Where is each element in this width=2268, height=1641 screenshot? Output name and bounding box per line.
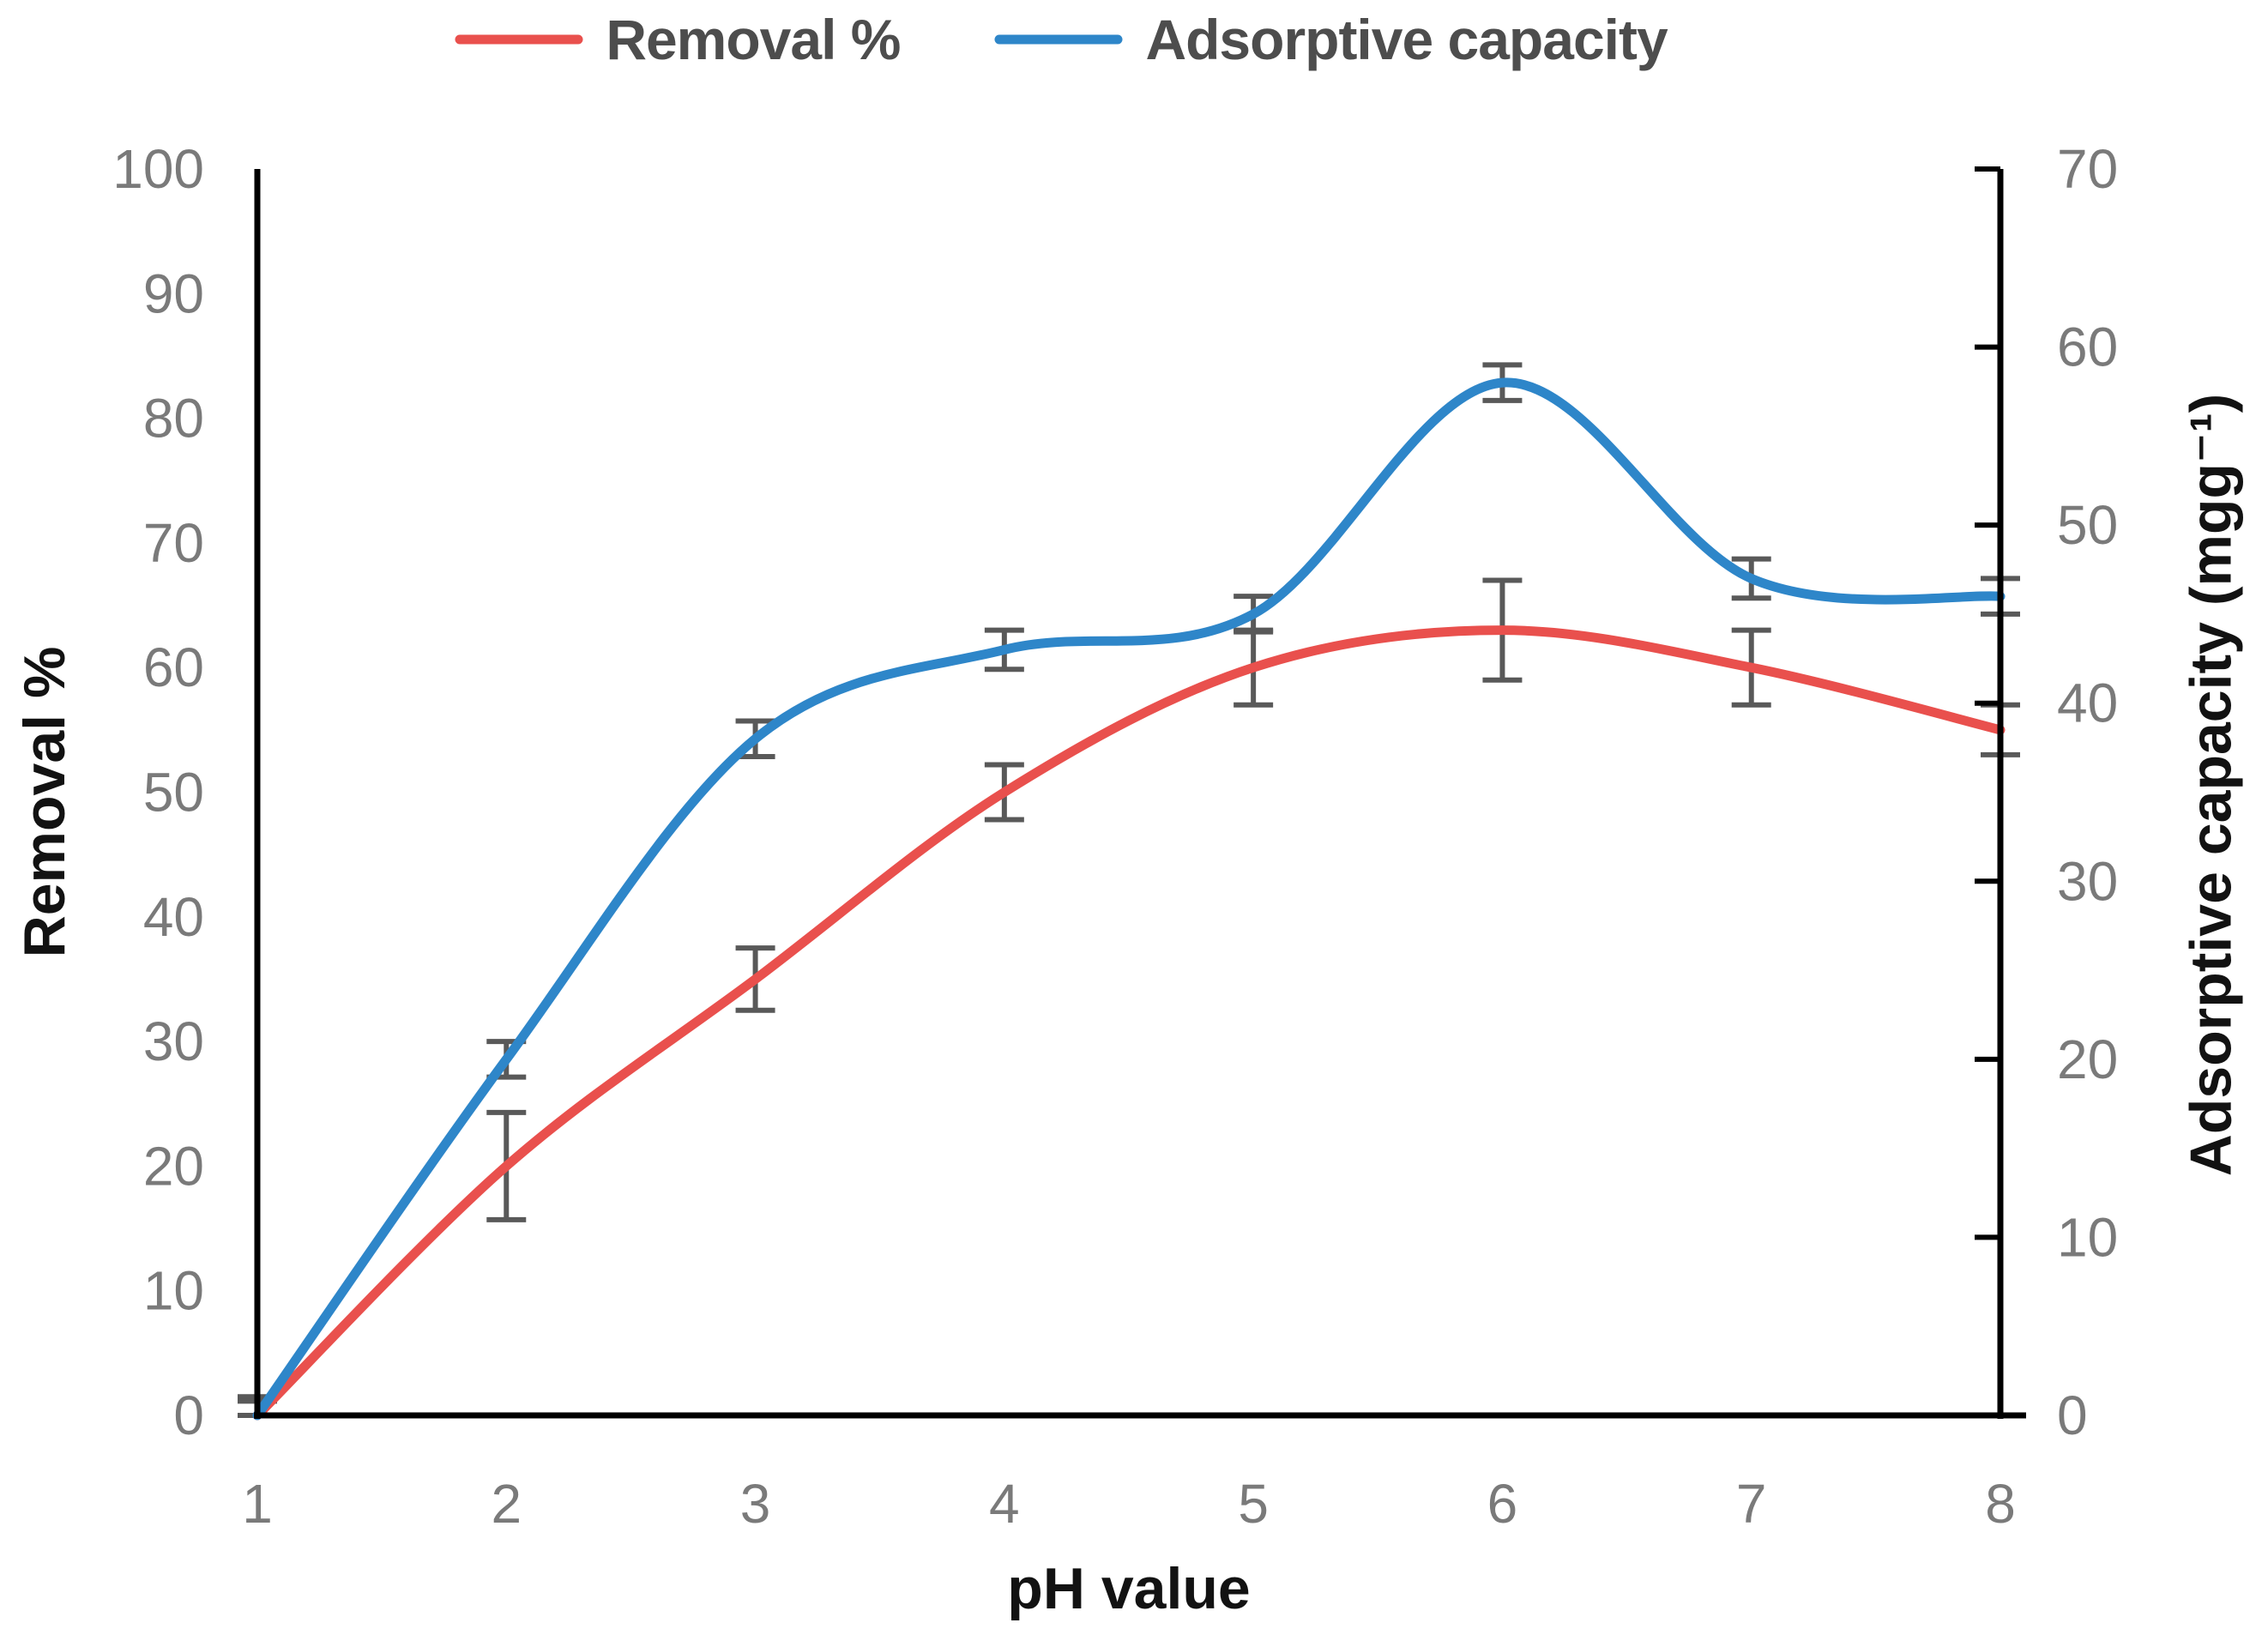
legend-item-capacity: Adsorptive capacity xyxy=(994,7,1668,72)
x-axis-tick-label: 8 xyxy=(1985,1473,2016,1535)
left-axis-tick-label: 80 xyxy=(143,388,204,449)
right-axis-tick-label: 40 xyxy=(2057,673,2118,734)
right-axis-tick-label: 0 xyxy=(2057,1385,2088,1446)
x-axis-tick-label: 2 xyxy=(491,1473,522,1535)
left-axis-tick-label: 100 xyxy=(112,138,204,200)
left-axis-tick-label: 30 xyxy=(143,1011,204,1072)
right-axis-tick-label: 20 xyxy=(2057,1029,2118,1090)
series-line-removal xyxy=(252,625,2006,1421)
chart-legend: Removal % Adsorptive capacity xyxy=(0,7,2268,72)
left-axis-tick-label: 10 xyxy=(143,1260,204,1322)
legend-item-removal: Removal % xyxy=(455,7,901,72)
left-axis-tick-label: 0 xyxy=(173,1385,204,1446)
right-axis-tick-label: 10 xyxy=(2057,1206,2118,1268)
left-axis-tick-label: 40 xyxy=(143,886,204,948)
right-axis-tick-label: 60 xyxy=(2057,317,2118,378)
x-axis-title: pH value xyxy=(1007,1556,1251,1621)
legend-label-capacity: Adsorptive capacity xyxy=(1145,8,1668,71)
left-axis-tick-label: 70 xyxy=(143,512,204,574)
legend-line-removal-icon xyxy=(455,34,583,45)
left-axis-tick-label: 50 xyxy=(143,762,204,824)
left-axis-tick-label: 90 xyxy=(143,262,204,324)
left-axis-tick-label: 60 xyxy=(143,636,204,698)
right-axis-tick-label: 70 xyxy=(2057,138,2118,200)
x-axis-tick-label: 6 xyxy=(1487,1473,1518,1535)
x-axis-tick-label: 1 xyxy=(242,1473,273,1535)
right-axis-tick-label: 50 xyxy=(2057,494,2118,556)
x-axis-tick-label: 3 xyxy=(740,1473,771,1535)
x-axis-tick-label: 5 xyxy=(1238,1473,1269,1535)
legend-line-capacity-icon xyxy=(994,34,1123,45)
legend-label-removal: Removal % xyxy=(606,8,901,71)
left-axis-tick-label: 20 xyxy=(143,1135,204,1197)
left-axis-title: Removal % xyxy=(12,646,77,958)
x-axis-tick-label: 7 xyxy=(1736,1473,1767,1535)
series-line-capacity xyxy=(252,377,2006,1421)
right-axis-title: Adsorptive capacity (mgg⁻¹) xyxy=(2178,393,2244,1177)
right-axis-tick-label: 30 xyxy=(2057,850,2118,912)
x-axis-tick-label: 4 xyxy=(989,1473,1020,1535)
